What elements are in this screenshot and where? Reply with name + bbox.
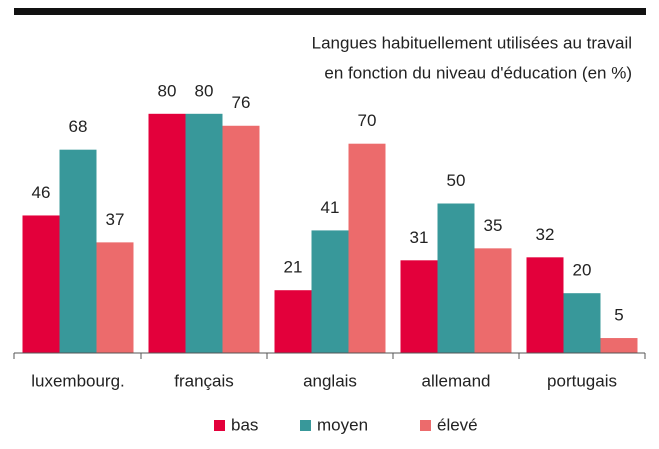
value-label: 31	[410, 228, 429, 247]
legend-swatch	[214, 420, 225, 431]
value-label: 20	[573, 261, 592, 280]
bar	[437, 203, 475, 353]
chart-title: Langues habituellement utilisées au trav…	[312, 33, 632, 52]
chart-title: en fonction du niveau d'éducation (en %)	[324, 63, 632, 82]
bar	[600, 338, 638, 353]
legend-swatch	[300, 420, 311, 431]
value-label: 37	[106, 210, 125, 229]
bar	[96, 242, 134, 353]
value-label: 70	[358, 111, 377, 130]
bar	[185, 113, 223, 353]
value-label: 5	[614, 306, 623, 325]
bar	[563, 293, 601, 353]
bar	[348, 143, 386, 353]
value-label: 80	[195, 81, 214, 100]
legend-label: élevé	[437, 415, 478, 434]
bar	[311, 230, 349, 353]
bar	[474, 248, 512, 353]
x-tick-label: français	[174, 371, 234, 390]
x-tick-label: luxembourg.	[31, 371, 125, 390]
bar	[274, 290, 312, 353]
top-rule	[14, 8, 646, 15]
value-label: 50	[447, 171, 466, 190]
value-label: 76	[232, 93, 251, 112]
bar	[400, 260, 438, 353]
x-tick-label: anglais	[303, 371, 357, 390]
bar	[59, 149, 97, 353]
bar	[148, 113, 186, 353]
x-tick-label: allemand	[422, 371, 491, 390]
bar	[22, 215, 60, 353]
value-label: 68	[69, 117, 88, 136]
value-label: 80	[158, 81, 177, 100]
value-label: 41	[321, 198, 340, 217]
bar	[222, 125, 260, 353]
bar	[526, 257, 564, 353]
legend-label: moyen	[317, 415, 368, 434]
value-label: 21	[284, 258, 303, 277]
x-tick-label: portugais	[547, 371, 617, 390]
value-label: 46	[32, 183, 51, 202]
legend-label: bas	[231, 415, 258, 434]
value-label: 35	[484, 216, 503, 235]
value-label: 32	[536, 225, 555, 244]
legend-swatch	[420, 420, 431, 431]
